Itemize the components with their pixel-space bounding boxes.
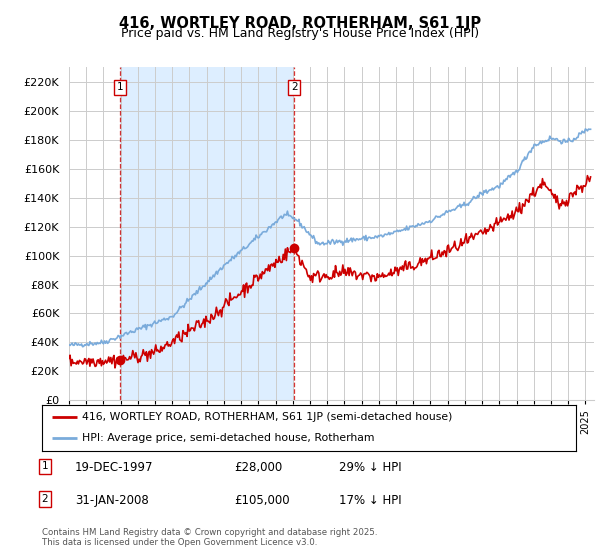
Text: 416, WORTLEY ROAD, ROTHERHAM, S61 1JP (semi-detached house): 416, WORTLEY ROAD, ROTHERHAM, S61 1JP (s… bbox=[82, 412, 452, 422]
Text: 19-DEC-1997: 19-DEC-1997 bbox=[75, 461, 154, 474]
Text: 2: 2 bbox=[41, 494, 49, 504]
Text: 31-JAN-2008: 31-JAN-2008 bbox=[75, 494, 149, 507]
Text: 29% ↓ HPI: 29% ↓ HPI bbox=[339, 461, 401, 474]
Text: £28,000: £28,000 bbox=[234, 461, 282, 474]
Text: 2: 2 bbox=[291, 82, 298, 92]
Text: Price paid vs. HM Land Registry's House Price Index (HPI): Price paid vs. HM Land Registry's House … bbox=[121, 27, 479, 40]
Bar bbox=[120, 67, 294, 400]
Text: 1: 1 bbox=[117, 82, 124, 92]
Text: 416, WORTLEY ROAD, ROTHERHAM, S61 1JP: 416, WORTLEY ROAD, ROTHERHAM, S61 1JP bbox=[119, 16, 481, 31]
Text: £105,000: £105,000 bbox=[234, 494, 290, 507]
Text: 17% ↓ HPI: 17% ↓ HPI bbox=[339, 494, 401, 507]
Text: 1: 1 bbox=[41, 461, 49, 472]
Text: Contains HM Land Registry data © Crown copyright and database right 2025.
This d: Contains HM Land Registry data © Crown c… bbox=[42, 528, 377, 547]
Text: HPI: Average price, semi-detached house, Rotherham: HPI: Average price, semi-detached house,… bbox=[82, 433, 374, 444]
